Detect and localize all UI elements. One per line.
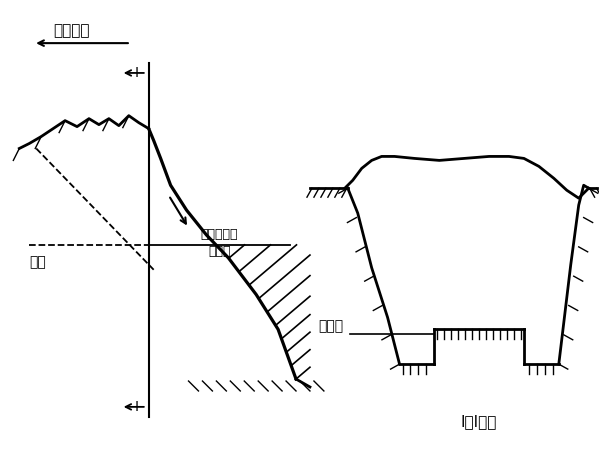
Text: 作业面: 作业面: [318, 320, 343, 333]
Text: I: I: [135, 400, 139, 414]
Text: 路堑: 路堑: [29, 255, 46, 269]
Text: I－I断面: I－I断面: [461, 414, 497, 429]
Text: I: I: [135, 66, 139, 80]
Text: 挖掘方向: 挖掘方向: [53, 23, 89, 38]
Text: 施工生产作: 施工生产作: [200, 228, 238, 241]
Text: 业班组: 业班组: [208, 245, 231, 258]
